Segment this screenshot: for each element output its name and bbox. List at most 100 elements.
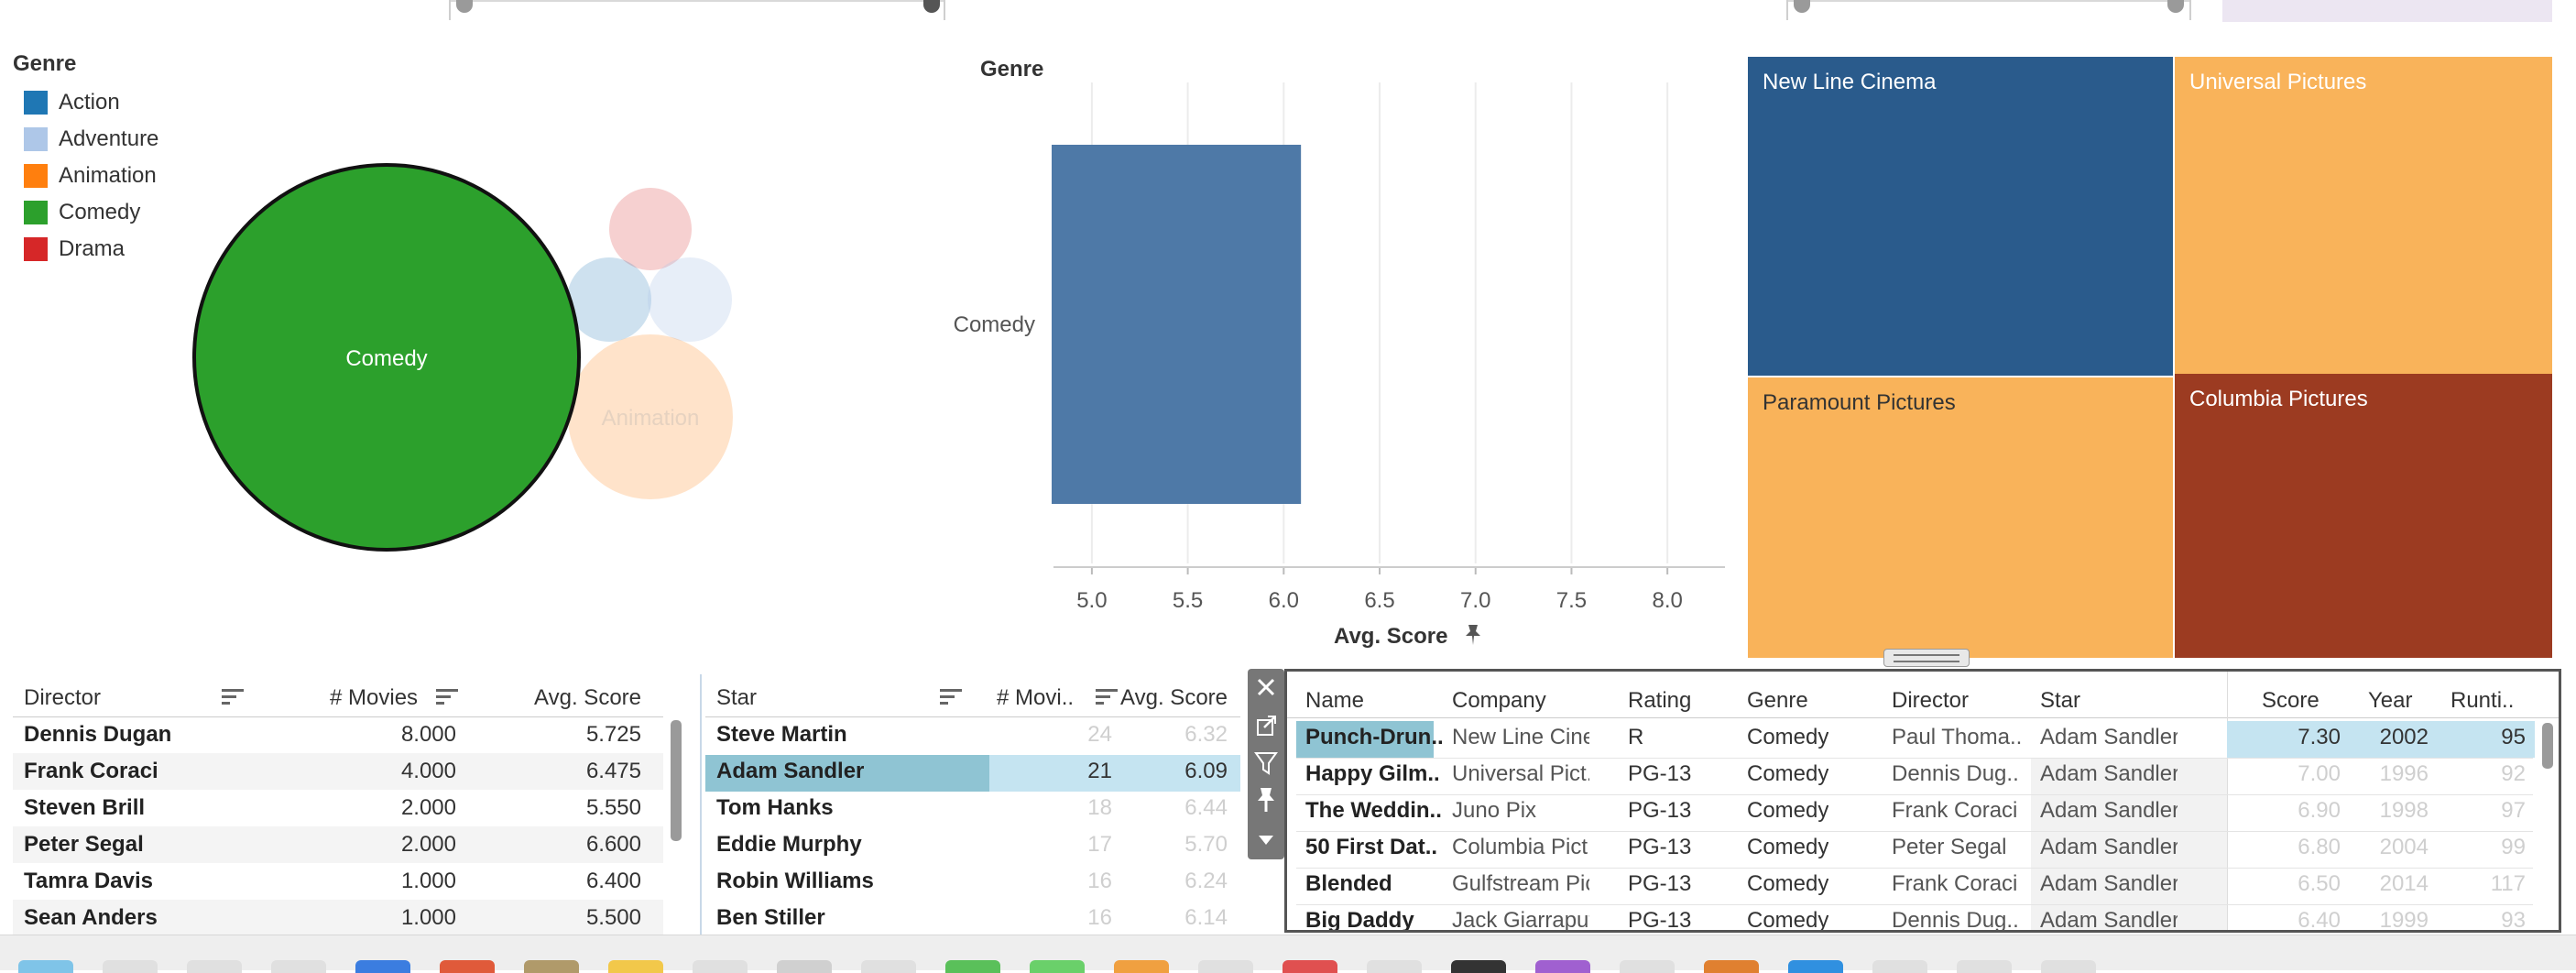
movie-director-cell[interactable]: Peter Segal <box>1892 835 2007 859</box>
resize-handle[interactable] <box>1883 649 1970 667</box>
slider-handle-left[interactable] <box>456 0 473 13</box>
movie-year-cell[interactable]: 2014 <box>2379 871 2429 896</box>
dock-app-icon[interactable] <box>1704 960 1759 973</box>
dock-app-icon[interactable] <box>1535 960 1590 973</box>
director-name-cell[interactable]: Tamra Davis <box>24 869 153 893</box>
movie-company-cell[interactable]: Universal Pict.. <box>1452 761 1589 786</box>
movie-runtime-cell[interactable]: 93 <box>2501 908 2526 933</box>
treemap-cell-universal-pictures[interactable]: Universal Pictures <box>2175 57 2552 376</box>
bubble-action[interactable] <box>567 257 651 342</box>
movie-director-cell[interactable]: Dennis Dug.. <box>1892 908 2019 933</box>
dock-app-icon[interactable] <box>1451 960 1506 973</box>
dock-app-icon[interactable] <box>1283 960 1337 973</box>
col-header-movies[interactable]: # Movi.. <box>997 685 1075 710</box>
col-header-star[interactable]: Star <box>716 685 758 710</box>
movie-director-cell[interactable]: Paul Thoma.. <box>1892 725 2023 749</box>
movie-score-cell[interactable]: 6.90 <box>2298 798 2341 823</box>
director-avg-score-cell[interactable]: 5.725 <box>585 722 641 747</box>
movie-runtime-cell[interactable]: 95 <box>2501 725 2526 749</box>
col-header-genre[interactable]: Genre <box>1747 688 1808 713</box>
star-avg-score-cell[interactable]: 6.24 <box>1184 869 1228 893</box>
dock-app-icon[interactable] <box>1620 960 1675 973</box>
movie-company-cell[interactable]: Columbia Pict.. <box>1452 835 1589 859</box>
movie-genre-cell[interactable]: Comedy <box>1747 725 1829 749</box>
movie-director-cell[interactable]: Dennis Dug.. <box>1892 761 2019 786</box>
movie-director-cell[interactable]: Frank Coraci <box>1892 871 2018 896</box>
dock-app-icon[interactable] <box>103 960 158 973</box>
star-name-cell[interactable]: Eddie Murphy <box>716 832 862 857</box>
star-avg-score-cell[interactable]: 6.09 <box>1184 759 1228 783</box>
col-header-rating[interactable]: Rating <box>1628 688 1692 713</box>
movie-company-cell[interactable]: Jack Giarraput.. <box>1452 908 1589 933</box>
movie-star-cell[interactable]: Adam Sandler <box>2040 835 2178 859</box>
col-header-company[interactable]: Company <box>1452 688 1546 713</box>
dock-app-icon[interactable] <box>440 960 495 973</box>
col-header-avg-score[interactable]: Avg. Score <box>534 685 641 710</box>
director-movies-cell[interactable]: 2.000 <box>400 795 456 820</box>
director-name-cell[interactable]: Sean Anders <box>24 905 158 930</box>
open-external-icon[interactable] <box>1257 716 1276 736</box>
star-name-cell[interactable]: Steve Martin <box>716 722 847 747</box>
movie-company-cell[interactable]: Juno Pix <box>1452 798 1537 823</box>
slider-handle-right[interactable] <box>923 0 940 13</box>
movie-runtime-cell[interactable]: 92 <box>2501 761 2526 786</box>
star-movies-cell[interactable]: 21 <box>1087 759 1112 783</box>
star-movies-cell[interactable]: 16 <box>1087 869 1112 893</box>
legend-item-drama[interactable]: Drama <box>13 231 233 268</box>
movie-name-cell[interactable]: Happy Gilm.. <box>1305 761 1440 786</box>
dock-app-icon[interactable] <box>1788 960 1843 973</box>
movie-year-cell[interactable]: 1996 <box>2379 761 2429 786</box>
dock-app-icon[interactable] <box>187 960 242 973</box>
dock-app-icon[interactable] <box>271 960 326 973</box>
dock-app-icon[interactable] <box>1198 960 1253 973</box>
movie-runtime-cell[interactable]: 117 <box>2490 871 2526 896</box>
director-movies-cell[interactable]: 1.000 <box>400 905 456 930</box>
movie-company-cell[interactable]: Gulfstream Pic.. <box>1452 871 1589 896</box>
director-name-cell[interactable]: Peter Segal <box>24 832 144 857</box>
pin-icon[interactable] <box>1258 788 1274 812</box>
dock-app-icon[interactable] <box>608 960 663 973</box>
star-movies-cell[interactable]: 17 <box>1087 832 1112 857</box>
bubble-adventure[interactable] <box>648 257 732 342</box>
col-header-name[interactable]: Name <box>1305 688 1365 713</box>
movie-score-cell[interactable]: 7.30 <box>2298 725 2341 749</box>
movie-score-cell[interactable]: 7.00 <box>2298 761 2341 786</box>
dock-app-icon[interactable] <box>1114 960 1169 973</box>
movie-star-cell[interactable]: Adam Sandler <box>2040 871 2178 896</box>
dock-app-icon[interactable] <box>945 960 1000 973</box>
close-icon[interactable] <box>1257 678 1275 696</box>
star-avg-score-cell[interactable]: 6.14 <box>1184 905 1228 930</box>
bar-comedy[interactable] <box>1052 145 1302 504</box>
movie-genre-cell[interactable]: Comedy <box>1747 835 1829 859</box>
col-header-director[interactable]: Director <box>24 685 102 710</box>
star-name-cell[interactable]: Ben Stiller <box>716 905 825 930</box>
movie-genre-cell[interactable]: Comedy <box>1747 761 1829 786</box>
movie-rating-cell[interactable]: PG-13 <box>1628 908 1692 933</box>
movie-score-cell[interactable]: 6.80 <box>2298 835 2341 859</box>
col-header-year[interactable]: Year <box>2368 688 2413 713</box>
movie-star-cell[interactable]: Adam Sandler <box>2040 761 2178 786</box>
movie-star-cell[interactable]: Adam Sandler <box>2040 908 2178 933</box>
star-movies-cell[interactable]: 16 <box>1087 905 1112 930</box>
col-header-runtime[interactable]: Runti.. <box>2450 688 2515 713</box>
movie-year-cell[interactable]: 1998 <box>2379 798 2429 823</box>
col-header-star[interactable]: Star <box>2040 688 2081 713</box>
bubble-animation[interactable] <box>568 334 733 499</box>
director-movies-cell[interactable]: 2.000 <box>400 832 456 857</box>
movie-genre-cell[interactable]: Comedy <box>1747 908 1829 933</box>
movie-runtime-cell[interactable]: 97 <box>2501 798 2526 823</box>
col-header-director[interactable]: Director <box>1892 688 1970 713</box>
bubble-drama[interactable] <box>609 188 692 270</box>
legend-item-action[interactable]: Action <box>13 84 233 121</box>
sort-icon[interactable] <box>940 687 964 707</box>
movie-runtime-cell[interactable]: 99 <box>2501 835 2526 859</box>
sort-icon[interactable] <box>222 687 246 707</box>
dock-app-icon[interactable] <box>1367 960 1422 973</box>
treemap-cell-new-line-cinema[interactable]: New Line Cinema <box>1748 57 2173 376</box>
dropdown-arrow-icon[interactable] <box>1259 836 1273 845</box>
movies-scrollbar[interactable] <box>2542 723 2553 769</box>
star-avg-score-cell[interactable]: 6.32 <box>1184 722 1228 747</box>
movie-rating-cell[interactable]: R <box>1628 725 1644 749</box>
star-name-cell[interactable]: Robin Williams <box>716 869 874 893</box>
director-name-cell[interactable]: Dennis Dugan <box>24 722 172 747</box>
